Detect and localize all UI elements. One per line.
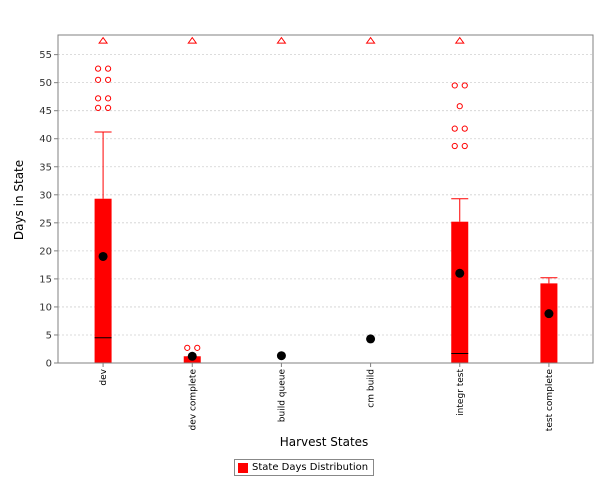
y-tick-label: 15 [39,274,52,285]
outlier-point [104,76,112,83]
x-axis-title: Harvest States [280,435,369,449]
outlier-point [451,142,458,150]
x-axis-categories: dev dev complete build queue cm build integr… [99,363,555,431]
iqr-box [94,198,112,363]
box-series [94,36,558,363]
y-tick-label: 5 [46,330,52,341]
y-tick-label: 45 [39,106,52,117]
outlier-point [104,104,112,111]
far-out-marker [365,36,376,44]
x-category-label: integr test [456,369,466,416]
legend-label: State Days Distribution [252,462,369,473]
mean-marker [544,309,554,319]
box-test-complete [540,277,558,363]
outlier-point [456,103,463,110]
box-cm-build [365,36,376,344]
outlier-point [94,65,102,72]
x-category-label: test complete [545,369,555,432]
legend-swatch [238,462,248,473]
box-dev [94,36,112,363]
far-out-marker [187,36,198,44]
x-category-label: dev [99,368,109,385]
far-out-marker [454,36,465,44]
outlier-point [461,82,468,89]
x-category-label: cm build [367,369,377,408]
iqr-box [540,283,558,363]
box-dev-complete [183,36,201,363]
y-tick-label: 55 [39,50,52,61]
x-category-label: build queue [277,369,287,423]
mean-marker [98,251,108,261]
outlier-point [461,125,468,132]
y-tick-label: 10 [39,302,52,313]
gridlines [58,54,593,364]
outlier-point [461,142,468,150]
outlier-point [451,125,458,132]
far-out-marker [98,36,109,44]
y-axis-title: Days in State [12,160,26,240]
y-axis-ticks: 0 5 10 15 20 25 30 35 40 45 50 55 [39,50,58,370]
outlier-point [94,104,102,111]
y-tick-label: 35 [39,162,52,173]
outlier-point [184,344,191,351]
legend: State Days Distribution [234,459,375,476]
far-out-marker [276,36,287,44]
y-tick-label: 40 [39,134,52,145]
box-integr-test [451,36,469,363]
y-tick-label: 20 [39,246,52,257]
y-tick-label: 25 [39,218,52,229]
outlier-point [104,65,112,72]
x-category-label: dev complete [188,369,198,431]
outlier-point [104,95,112,102]
outlier-point [194,344,201,351]
outlier-point [451,82,458,89]
mean-marker [187,351,197,361]
plot-area-frame [57,34,594,364]
iqr-box [451,221,469,363]
y-tick-label: 0 [46,359,52,370]
outlier-point [94,95,102,102]
y-tick-label: 50 [39,78,52,89]
mean-marker [366,334,376,344]
mean-marker [455,268,465,278]
box-build-queue [276,36,287,361]
outlier-point [94,76,102,83]
mean-marker [276,351,286,361]
y-tick-label: 30 [39,190,52,201]
